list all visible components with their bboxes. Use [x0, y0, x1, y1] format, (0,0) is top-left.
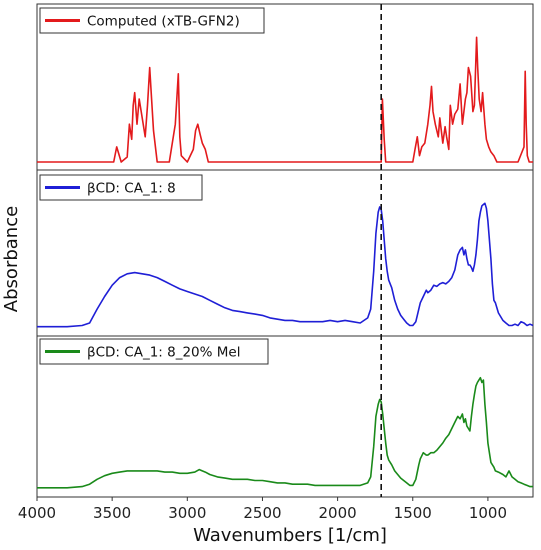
y-axis-title: Absorbance — [1, 206, 22, 312]
series-group — [37, 36, 534, 489]
legend-group: Computed (xTB-GFN2) βCD: CA_1: 8 βCD: CA_1… — [39, 7, 269, 365]
legend-label-1: Computed (xTB-GFN2) — [87, 14, 240, 30]
x-tick-label: 4000 — [18, 504, 56, 522]
x-tick-label: 1000 — [469, 504, 507, 522]
x-tick-label: 2000 — [319, 504, 357, 522]
x-axis: 4000 3500 3000 2500 2000 1500 1000 — [18, 497, 507, 522]
x-tick-label: 3000 — [168, 504, 206, 522]
x-tick-label: 2500 — [243, 504, 281, 522]
x-tick-label: 3500 — [93, 504, 131, 522]
series-line-1 — [37, 36, 533, 163]
legend-box-3 — [39, 338, 269, 365]
legend-label-2: βCD: CA_1: 8 — [87, 181, 176, 197]
x-axis-title: Wavenumbers [1/cm] — [193, 525, 387, 546]
panel-frames — [36, 3, 534, 498]
x-tick-label: 1500 — [394, 504, 432, 522]
series-line-3 — [37, 376, 533, 489]
series-line-2 — [37, 202, 534, 328]
panel-frame-3 — [36, 335, 534, 498]
legend-label-3: βCD: CA_1: 8_20% Mel — [87, 345, 240, 361]
